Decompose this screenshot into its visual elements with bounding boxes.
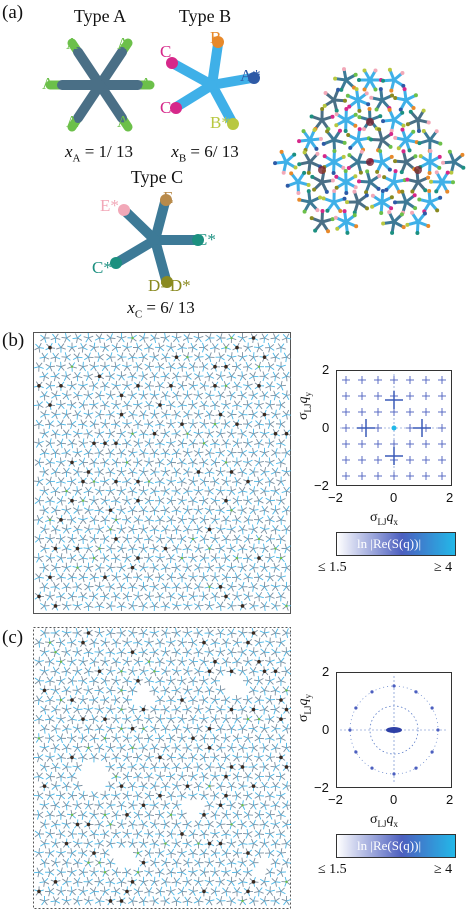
panel-c-colorbar-max: ≥ 4 <box>434 862 453 877</box>
type-b-arm-label: C <box>160 42 172 61</box>
type-a-title: Type A <box>73 6 127 26</box>
panel-c-xlabel: σLJqx <box>370 812 399 829</box>
panel-b-colorbar-max: ≥ 4 <box>434 560 453 575</box>
panel-b-ytick-top: 2 <box>322 362 330 377</box>
tiling-cluster-illustration <box>273 67 466 235</box>
panel-b-snapshot <box>33 332 291 614</box>
panel-c-xtick-right: 2 <box>446 792 454 807</box>
type-b-arm-label: B* <box>210 113 230 132</box>
panel-b-ytick-bottom: −2 <box>314 478 329 493</box>
type-b-fraction: xB = 6/ 13 <box>171 142 239 165</box>
type-a-arm-label: A <box>66 34 79 53</box>
type-b-title: Type B <box>178 6 232 26</box>
type-a-fraction: xA = 1/ 13 <box>64 142 134 165</box>
type-c-molecule <box>110 194 204 288</box>
type-b-molecule <box>166 36 260 130</box>
type-b-arm-label: B <box>210 28 222 47</box>
panel-b-colorbar: ln |Re(S(q))| <box>336 532 456 556</box>
panel-c-colorbar-min: ≤ 1.5 <box>318 862 347 877</box>
panel-c-xtick-left: −2 <box>328 792 343 807</box>
type-a-molecule <box>45 38 155 132</box>
panel-b-ylabel: σLJqy <box>296 391 313 420</box>
panel-c-label: (c) <box>2 627 24 648</box>
type-c-arm-label: C* <box>196 230 216 249</box>
panel-c-snapshot <box>33 627 291 909</box>
panel-b-xtick-left: −2 <box>328 490 343 505</box>
panel-c-colorbar-title: ln |Re(S(q))| <box>357 838 422 853</box>
type-c-arm-label: C* <box>92 258 112 277</box>
type-c-fraction: xC = 6/ 13 <box>127 298 195 321</box>
panel-b-colorbar-title: ln |Re(S(q))| <box>357 536 422 551</box>
type-c-arm-label: D=D* <box>148 276 191 295</box>
panel-c-ytick-top: 2 <box>322 664 330 679</box>
type-c-title: Type C <box>130 167 184 187</box>
type-a-arm-label: A <box>140 74 153 93</box>
type-a-arms <box>45 38 155 132</box>
type-a-arm-label: A <box>66 112 79 131</box>
panel-b-xtick-right: 2 <box>446 490 454 505</box>
panel-b-diffraction-plot <box>336 370 452 486</box>
type-b-arm-label: A* <box>240 66 261 85</box>
panel-b-xlabel: σLJqx <box>370 510 399 527</box>
panel-b-colorbar-min: ≤ 1.5 <box>318 560 347 575</box>
panel-b-xtick-mid: 0 <box>390 490 398 505</box>
type-c-arm-label: E <box>163 188 174 207</box>
type-a-arm-label: A <box>117 112 130 131</box>
type-b-arm-label: C <box>160 98 172 117</box>
panel-c-colorbar: ln |Re(S(q))| <box>336 834 456 858</box>
panel-c-ytick-mid: 0 <box>322 722 330 737</box>
panel-b-ytick-mid: 0 <box>322 420 330 435</box>
panel-c-diffraction-plot <box>336 672 452 788</box>
panel-c-xtick-mid: 0 <box>390 792 398 807</box>
panel-c-ylabel: σLJqy <box>296 693 313 722</box>
panel-b-label: (b) <box>2 330 25 351</box>
type-c-arm-label: E* <box>100 196 119 215</box>
type-a-arm-label: A <box>42 74 55 93</box>
type-a-arm-label: A <box>117 34 130 53</box>
panel-a-label: (a) <box>2 2 24 23</box>
panel-c-ytick-bottom: −2 <box>314 780 329 795</box>
